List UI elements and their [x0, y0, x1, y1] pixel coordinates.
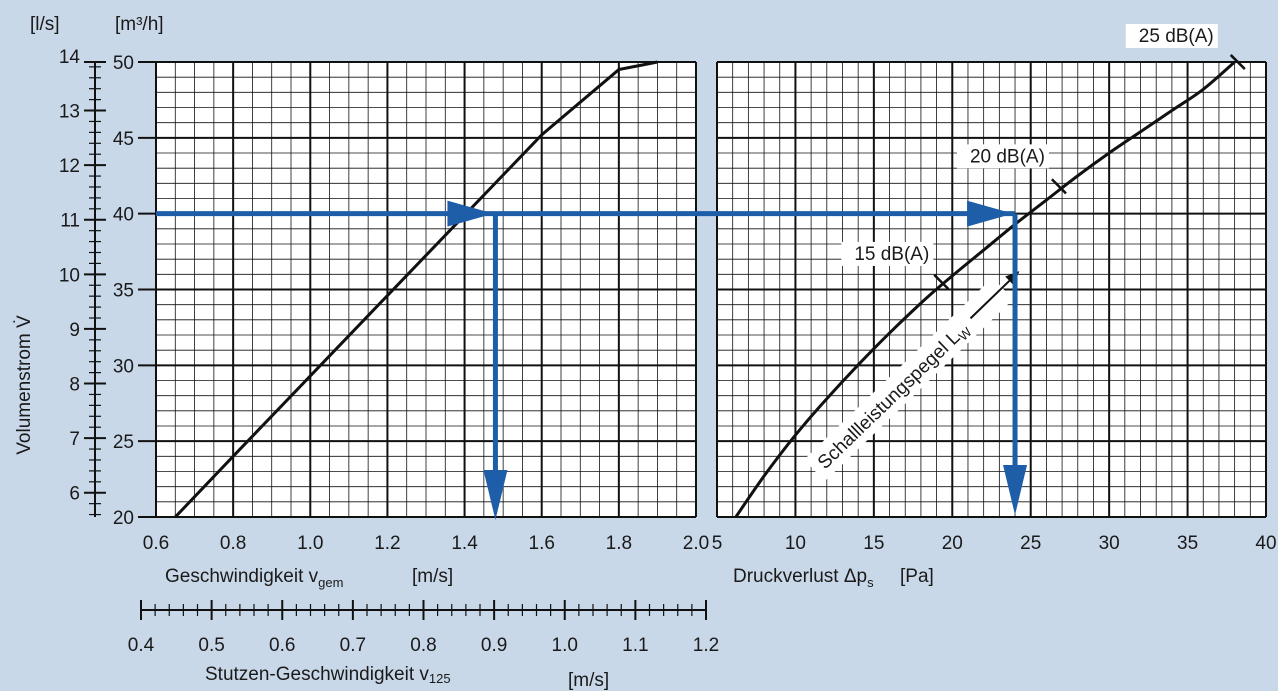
sound-mark-label: 25 dB(A)	[1139, 26, 1214, 47]
arrowhead-down-2	[1003, 465, 1028, 515]
y-axis-label: Volumenstrom V̇	[14, 315, 35, 455]
sound-mark-label-bg	[956, 144, 1049, 169]
pressure-curve	[734, 60, 1236, 518]
stutzen-tick-label: 0.6	[269, 635, 295, 656]
velocity-curve	[174, 60, 658, 519]
y-tick-label-ls: 8	[69, 375, 80, 396]
stutzen-tick-label: 0.7	[340, 635, 366, 656]
x-left-label-sub: gem	[318, 575, 343, 590]
stutzen-label-sub: 125	[429, 671, 451, 686]
x-right-label: Druckverlust Δps	[733, 566, 874, 590]
y-tick-label-ls: 10	[59, 265, 80, 286]
stutzen-tick-label: 0.4	[128, 635, 155, 656]
sound-mark-label: 20 dB(A)	[970, 146, 1045, 167]
y-unit-m3h: [m³/h]	[115, 14, 164, 35]
stutzen-label-unit: [m/s]	[568, 670, 609, 691]
y-tick-label-m3h: 40	[113, 205, 134, 226]
y-unit-ls: [l/s]	[30, 14, 60, 35]
y-tick-label-ls: 11	[60, 211, 80, 232]
x-tick-label-right: 40	[1255, 533, 1276, 554]
sound-mark-tick	[933, 273, 950, 290]
x-tick-label-right: 25	[1020, 533, 1041, 554]
x-tick-label-left: 2.0	[683, 533, 709, 554]
y-tick-label-ls: 7	[69, 429, 80, 450]
x-right-label-main: Druckverlust Δp	[733, 566, 867, 587]
x-left-label: Geschwindigkeit vgem	[165, 566, 343, 590]
x-tick-label-right: 30	[1099, 533, 1120, 554]
y-tick-label-ls: 13	[59, 102, 80, 123]
y-tick-label-ls: 9	[69, 320, 80, 341]
sound-mark-tick	[1050, 178, 1067, 195]
stutzen-tick-label: 0.9	[481, 635, 507, 656]
sound-mark-label-bg	[841, 241, 934, 266]
x-left-label-unit: [m/s]	[412, 566, 453, 587]
y-tick-label-m3h: 20	[113, 508, 134, 529]
x-tick-label-right: 5	[712, 533, 723, 554]
stutzen-tick-label: 1.0	[552, 635, 578, 656]
stutzen-label-main: Stutzen-Geschwindigkeit v	[205, 664, 429, 685]
x-right-label-sub: s	[867, 575, 874, 590]
x-right-label-unit: [Pa]	[900, 566, 934, 587]
stutzen-tick-label: 1.1	[622, 635, 648, 656]
y-tick-label-m3h: 25	[113, 432, 134, 453]
x-tick-label-left: 1.2	[374, 533, 400, 554]
y-tick-label-ls: 14	[59, 47, 81, 68]
sound-mark-tick	[1229, 54, 1246, 70]
x-tick-label-right: 15	[863, 533, 884, 554]
axes: 20 25 30 35 40 45 50 6 7 8 9 10 11 12 13 14 0.6 0.8 1.0 1.2…	[59, 47, 1277, 656]
example-arrows	[156, 200, 1028, 520]
stutzen-tick-label: 1.2	[693, 635, 719, 656]
left-plot-grid	[155, 61, 697, 518]
arrowhead-right-2	[967, 200, 1014, 227]
x-tick-label-right: 10	[785, 533, 806, 554]
sound-mark-label: 15 dB(A)	[854, 244, 929, 265]
y-tick-label-m3h: 45	[113, 129, 134, 150]
y-tick-label-m3h: 35	[113, 281, 134, 302]
x-tick-label-right: 20	[942, 533, 963, 554]
stutzen-label: Stutzen-Geschwindigkeit v125	[205, 664, 451, 686]
stutzen-tick-label: 0.5	[198, 635, 224, 656]
x-left-label-main: Geschwindigkeit v	[165, 566, 319, 587]
sound-mark-label-bg	[1125, 24, 1218, 48]
axis-labels: [l/s] [m³/h] Volumenstrom V̇ Geschwindig…	[14, 14, 934, 691]
x-tick-label-left: 1.6	[529, 533, 555, 554]
x-tick-label-left: 1.8	[606, 533, 632, 554]
arrowhead-right-1	[447, 200, 494, 227]
y-tick-label-m3h: 30	[113, 356, 134, 377]
x-tick-label-left: 1.0	[297, 533, 323, 554]
y-tick-label-ls: 12	[59, 156, 80, 177]
x-tick-label-right: 35	[1177, 533, 1198, 554]
curve-label-bg	[803, 277, 1014, 482]
y-tick-label-m3h: 50	[113, 53, 134, 74]
x-tick-label-left: 0.6	[143, 533, 169, 554]
y-tick-label-ls: 6	[69, 484, 80, 505]
arrowhead-down-1	[483, 470, 508, 520]
x-tick-label-left: 0.8	[220, 533, 246, 554]
x-tick-label-left: 1.4	[451, 533, 478, 554]
stutzen-tick-label: 0.8	[410, 635, 436, 656]
curve-label-arrow-line	[969, 277, 1013, 320]
